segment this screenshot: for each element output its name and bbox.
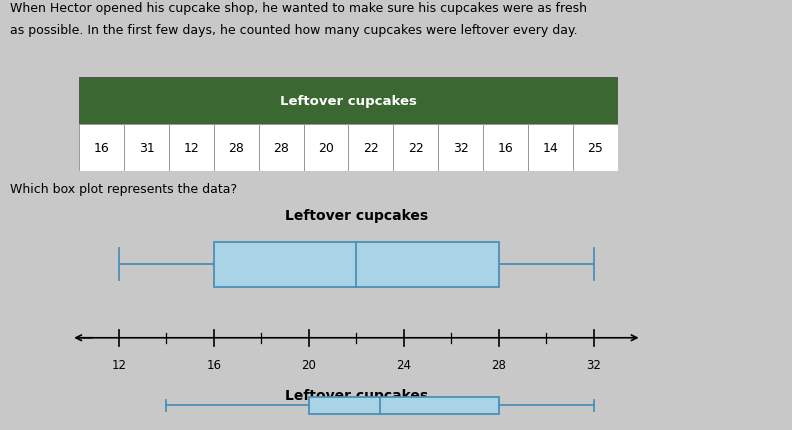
- Text: 14: 14: [543, 142, 558, 155]
- Text: 28: 28: [273, 142, 289, 155]
- Text: 25: 25: [588, 142, 604, 155]
- Bar: [79, 77, 618, 125]
- Bar: [124, 125, 169, 172]
- Text: Leftover cupcakes: Leftover cupcakes: [285, 388, 428, 402]
- Bar: [214, 125, 259, 172]
- Bar: [528, 125, 573, 172]
- Bar: [394, 125, 438, 172]
- Text: Which box plot represents the data?: Which box plot represents the data?: [10, 183, 238, 196]
- Bar: [303, 125, 348, 172]
- Text: 22: 22: [408, 142, 424, 155]
- Text: 32: 32: [587, 359, 601, 372]
- Bar: [309, 396, 499, 414]
- Bar: [438, 125, 483, 172]
- Bar: [573, 125, 618, 172]
- Bar: [348, 125, 394, 172]
- Text: 12: 12: [112, 359, 126, 372]
- Text: 22: 22: [363, 142, 379, 155]
- Text: 31: 31: [139, 142, 154, 155]
- Bar: [79, 125, 124, 172]
- Text: 28: 28: [228, 142, 244, 155]
- Text: 12: 12: [184, 142, 200, 155]
- Text: 16: 16: [93, 142, 109, 155]
- Text: Leftover cupcakes: Leftover cupcakes: [285, 208, 428, 222]
- Bar: [483, 125, 528, 172]
- Text: When Hector opened his cupcake shop, he wanted to make sure his cupcakes were as: When Hector opened his cupcake shop, he …: [10, 2, 588, 15]
- Text: 24: 24: [397, 359, 411, 372]
- Text: 16: 16: [497, 142, 513, 155]
- Text: 32: 32: [453, 142, 469, 155]
- Bar: [259, 125, 303, 172]
- Text: 28: 28: [492, 359, 506, 372]
- Text: as possible. In the first few days, he counted how many cupcakes were leftover e: as possible. In the first few days, he c…: [10, 24, 578, 37]
- Bar: [214, 243, 499, 287]
- Text: 20: 20: [302, 359, 316, 372]
- Bar: [169, 125, 214, 172]
- Text: 16: 16: [207, 359, 221, 372]
- Text: 20: 20: [318, 142, 334, 155]
- Text: Leftover cupcakes: Leftover cupcakes: [280, 95, 417, 108]
